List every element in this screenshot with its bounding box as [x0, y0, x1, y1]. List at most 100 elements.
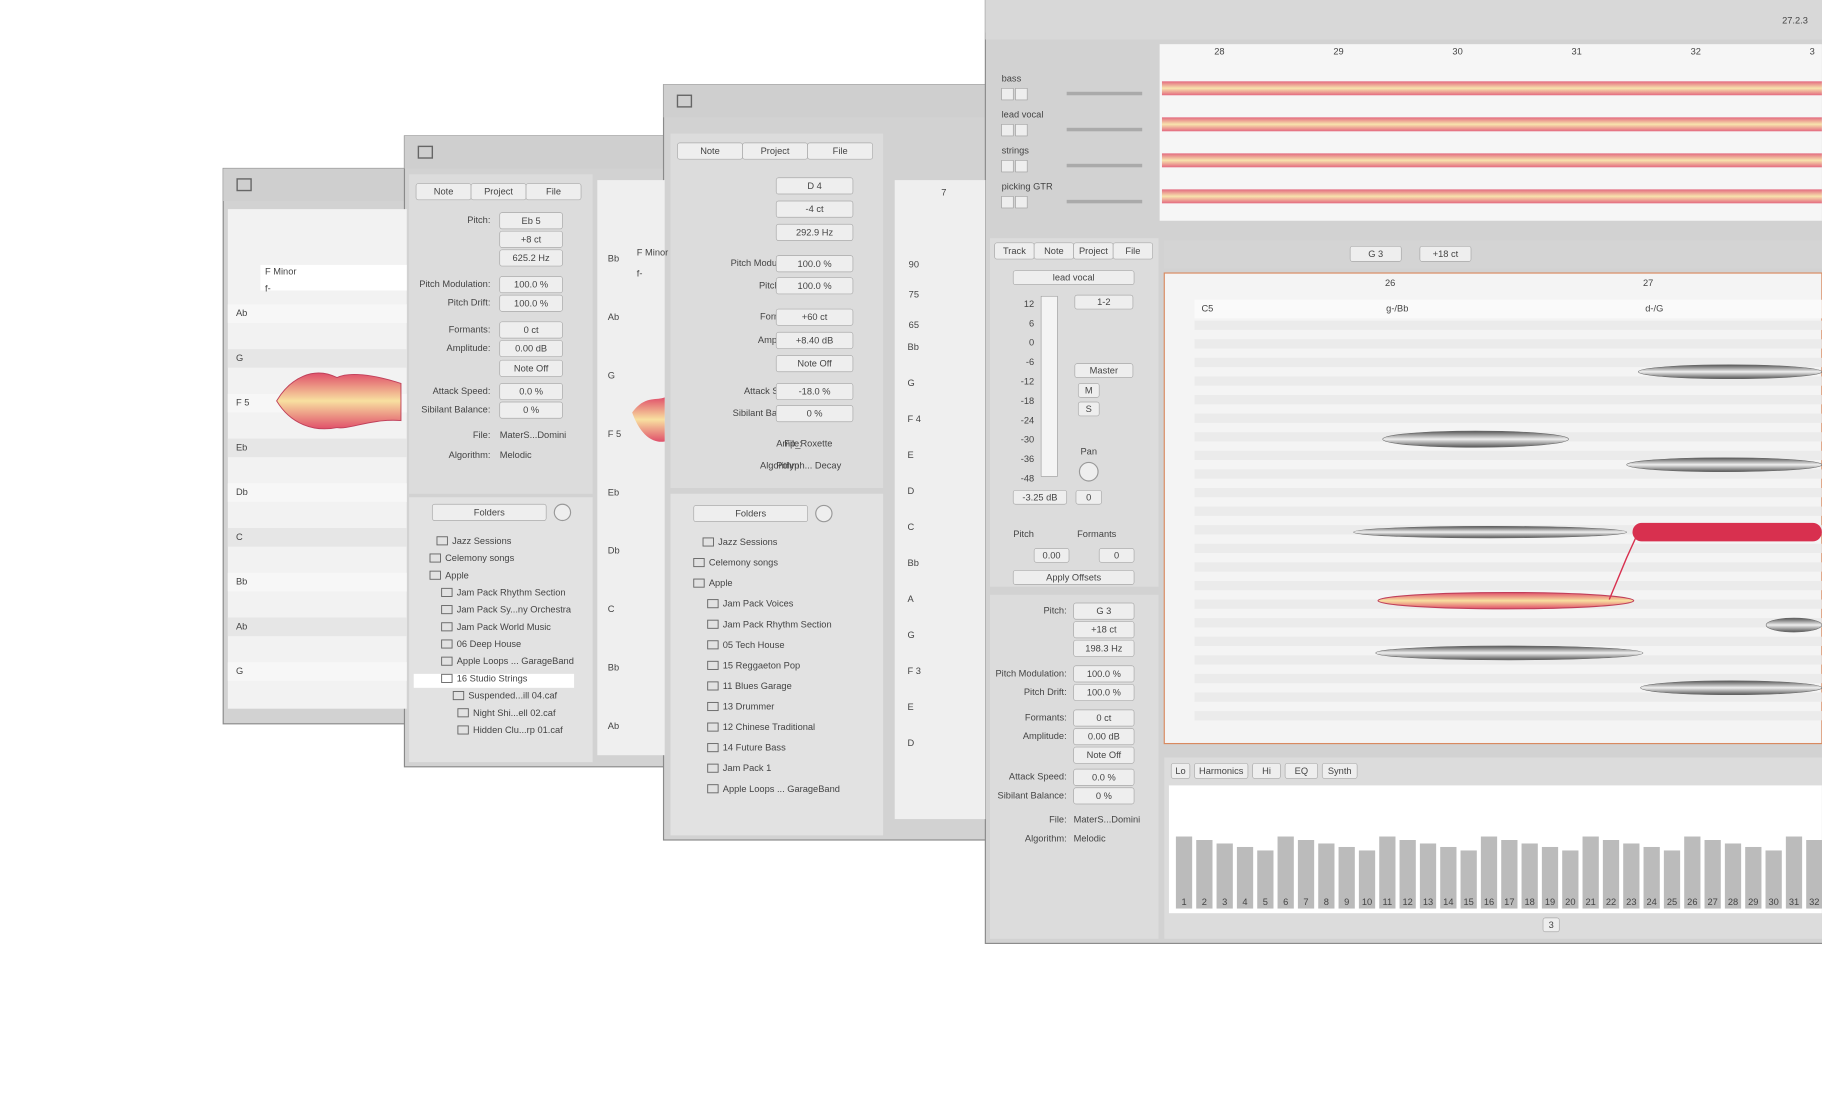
formant-offset-box[interactable]	[1098, 548, 1135, 563]
track-button[interactable]	[1001, 124, 1014, 137]
browser-item[interactable]: Jam Pack Sy...ny Orchestra	[457, 605, 572, 615]
param-value-box[interactable]	[1073, 709, 1135, 727]
solo-button-box[interactable]	[1077, 401, 1100, 417]
note-blob[interactable]	[1382, 430, 1569, 448]
track-field-box[interactable]	[1012, 270, 1135, 285]
browser-item[interactable]: Jam Pack World Music	[457, 622, 552, 632]
pan-knob[interactable]	[1078, 461, 1099, 482]
tab-box[interactable]	[1112, 242, 1154, 260]
browser-item[interactable]: Apple	[709, 578, 733, 588]
param-value-box[interactable]	[775, 331, 854, 349]
browser-item[interactable]: Jam Pack 1	[723, 763, 772, 773]
track-button[interactable]	[1015, 196, 1028, 209]
browser-item[interactable]: Suspended...ill 04.caf	[468, 691, 557, 701]
param-value-box[interactable]	[499, 340, 563, 358]
gain2-field-box[interactable]	[1075, 489, 1102, 505]
browser-item[interactable]: Hidden Clu...rp 01.caf	[473, 725, 563, 735]
param-value-box[interactable]	[775, 277, 854, 295]
param-value-box[interactable]	[499, 359, 563, 377]
param-value-box[interactable]	[1073, 665, 1135, 683]
param-value-box[interactable]	[775, 200, 854, 218]
note-blob[interactable]	[1375, 645, 1644, 661]
gain-field-box[interactable]	[1012, 489, 1068, 505]
param-value-box[interactable]	[499, 401, 563, 419]
bottom-tab-box[interactable]	[1170, 762, 1191, 779]
bus-select-box[interactable]	[1074, 363, 1134, 378]
folder-select-box[interactable]	[693, 505, 808, 523]
bottom-tab-box[interactable]	[1321, 762, 1358, 779]
search-button[interactable]	[553, 503, 572, 522]
track-button[interactable]	[1001, 196, 1014, 209]
apply-button-box[interactable]	[1012, 570, 1135, 585]
note-blob[interactable]	[1640, 680, 1822, 696]
param-value-box[interactable]	[1073, 621, 1135, 639]
note-blob[interactable]	[1353, 526, 1627, 539]
sidebar-icon[interactable]	[417, 145, 434, 159]
browser-item[interactable]: 06 Deep House	[457, 639, 522, 649]
browser-item[interactable]: Jam Pack Rhythm Section	[723, 619, 832, 629]
param-value-box[interactable]	[499, 383, 563, 401]
browser-item[interactable]: 16 Studio Strings	[457, 673, 528, 683]
param-value-box[interactable]	[775, 405, 854, 423]
bottom-tab-box[interactable]	[1284, 762, 1318, 779]
track-button[interactable]	[1015, 160, 1028, 173]
browser-item[interactable]: Jazz Sessions	[718, 537, 778, 547]
sidebar-icon[interactable]	[676, 94, 693, 108]
range-field-box[interactable]	[1542, 917, 1560, 933]
param-value-box[interactable]	[1073, 683, 1135, 701]
param-value-box[interactable]	[1073, 602, 1135, 620]
param-value-box[interactable]	[1073, 768, 1135, 786]
bottom-tab-box[interactable]	[1194, 762, 1249, 779]
pitch-offset-box[interactable]	[1033, 548, 1070, 563]
browser-item[interactable]: 13 Drummer	[723, 702, 775, 712]
track-button[interactable]	[1015, 88, 1028, 101]
param-value-box[interactable]	[1073, 728, 1135, 746]
browser-item[interactable]: Jazz Sessions	[452, 536, 512, 546]
browser-item[interactable]: Celemony songs	[445, 553, 514, 563]
param-value-box[interactable]	[1073, 639, 1135, 657]
track-button[interactable]	[1001, 88, 1014, 101]
track-button[interactable]	[1001, 160, 1014, 173]
param-value-box[interactable]	[1073, 746, 1135, 764]
browser-item[interactable]: Night Shi...ell 02.caf	[473, 708, 556, 718]
browser-item[interactable]: Apple	[445, 570, 469, 580]
param-value-box[interactable]	[499, 249, 563, 267]
browser-item[interactable]: Apple Loops ... GarageBand	[723, 784, 840, 794]
folder-select-box[interactable]	[431, 503, 547, 521]
tab-box[interactable]	[807, 142, 874, 160]
param-value-box[interactable]	[775, 177, 854, 195]
toolbar-field-box[interactable]	[1349, 245, 1402, 262]
param-value-box[interactable]	[775, 223, 854, 241]
param-value-box[interactable]	[775, 355, 854, 373]
param-value-box[interactable]	[775, 255, 854, 273]
param-value-box[interactable]	[775, 308, 854, 326]
param-value-box[interactable]	[499, 294, 563, 312]
param-value-box[interactable]	[499, 212, 563, 230]
browser-item[interactable]: Celemony songs	[709, 558, 778, 568]
tab-box[interactable]	[525, 183, 582, 201]
search-button[interactable]	[815, 504, 833, 523]
toolbar-field-box[interactable]	[1419, 245, 1472, 262]
note-blob[interactable]	[1626, 457, 1822, 472]
param-value-box[interactable]	[499, 276, 563, 294]
selected-note[interactable]	[1632, 522, 1822, 542]
browser-item[interactable]: Apple Loops ... GarageBand	[457, 656, 574, 666]
param-value-box[interactable]	[775, 383, 854, 401]
param-value-box[interactable]	[499, 230, 563, 248]
selected-note[interactable]	[1377, 591, 1635, 610]
mute-button-box[interactable]	[1077, 383, 1100, 398]
note-blob[interactable]	[1638, 364, 1822, 380]
browser-item[interactable]: Jam Pack Voices	[723, 599, 794, 609]
track-button[interactable]	[1015, 124, 1028, 137]
browser-item[interactable]: 14 Future Bass	[723, 743, 786, 753]
browser-item[interactable]: 05 Tech House	[723, 640, 785, 650]
param-value-box[interactable]	[499, 321, 563, 339]
bottom-tab-box[interactable]	[1252, 762, 1281, 779]
sidebar-icon[interactable]	[236, 178, 252, 192]
param-value-box[interactable]	[1073, 787, 1135, 805]
note-blob[interactable]	[1765, 617, 1822, 633]
browser-item[interactable]: 15 Reggaeton Pop	[723, 660, 800, 670]
browser-item[interactable]: 12 Chinese Traditional	[723, 722, 815, 732]
browser-item[interactable]: 11 Blues Garage	[723, 681, 792, 691]
browser-item[interactable]: Jam Pack Rhythm Section	[457, 587, 566, 597]
